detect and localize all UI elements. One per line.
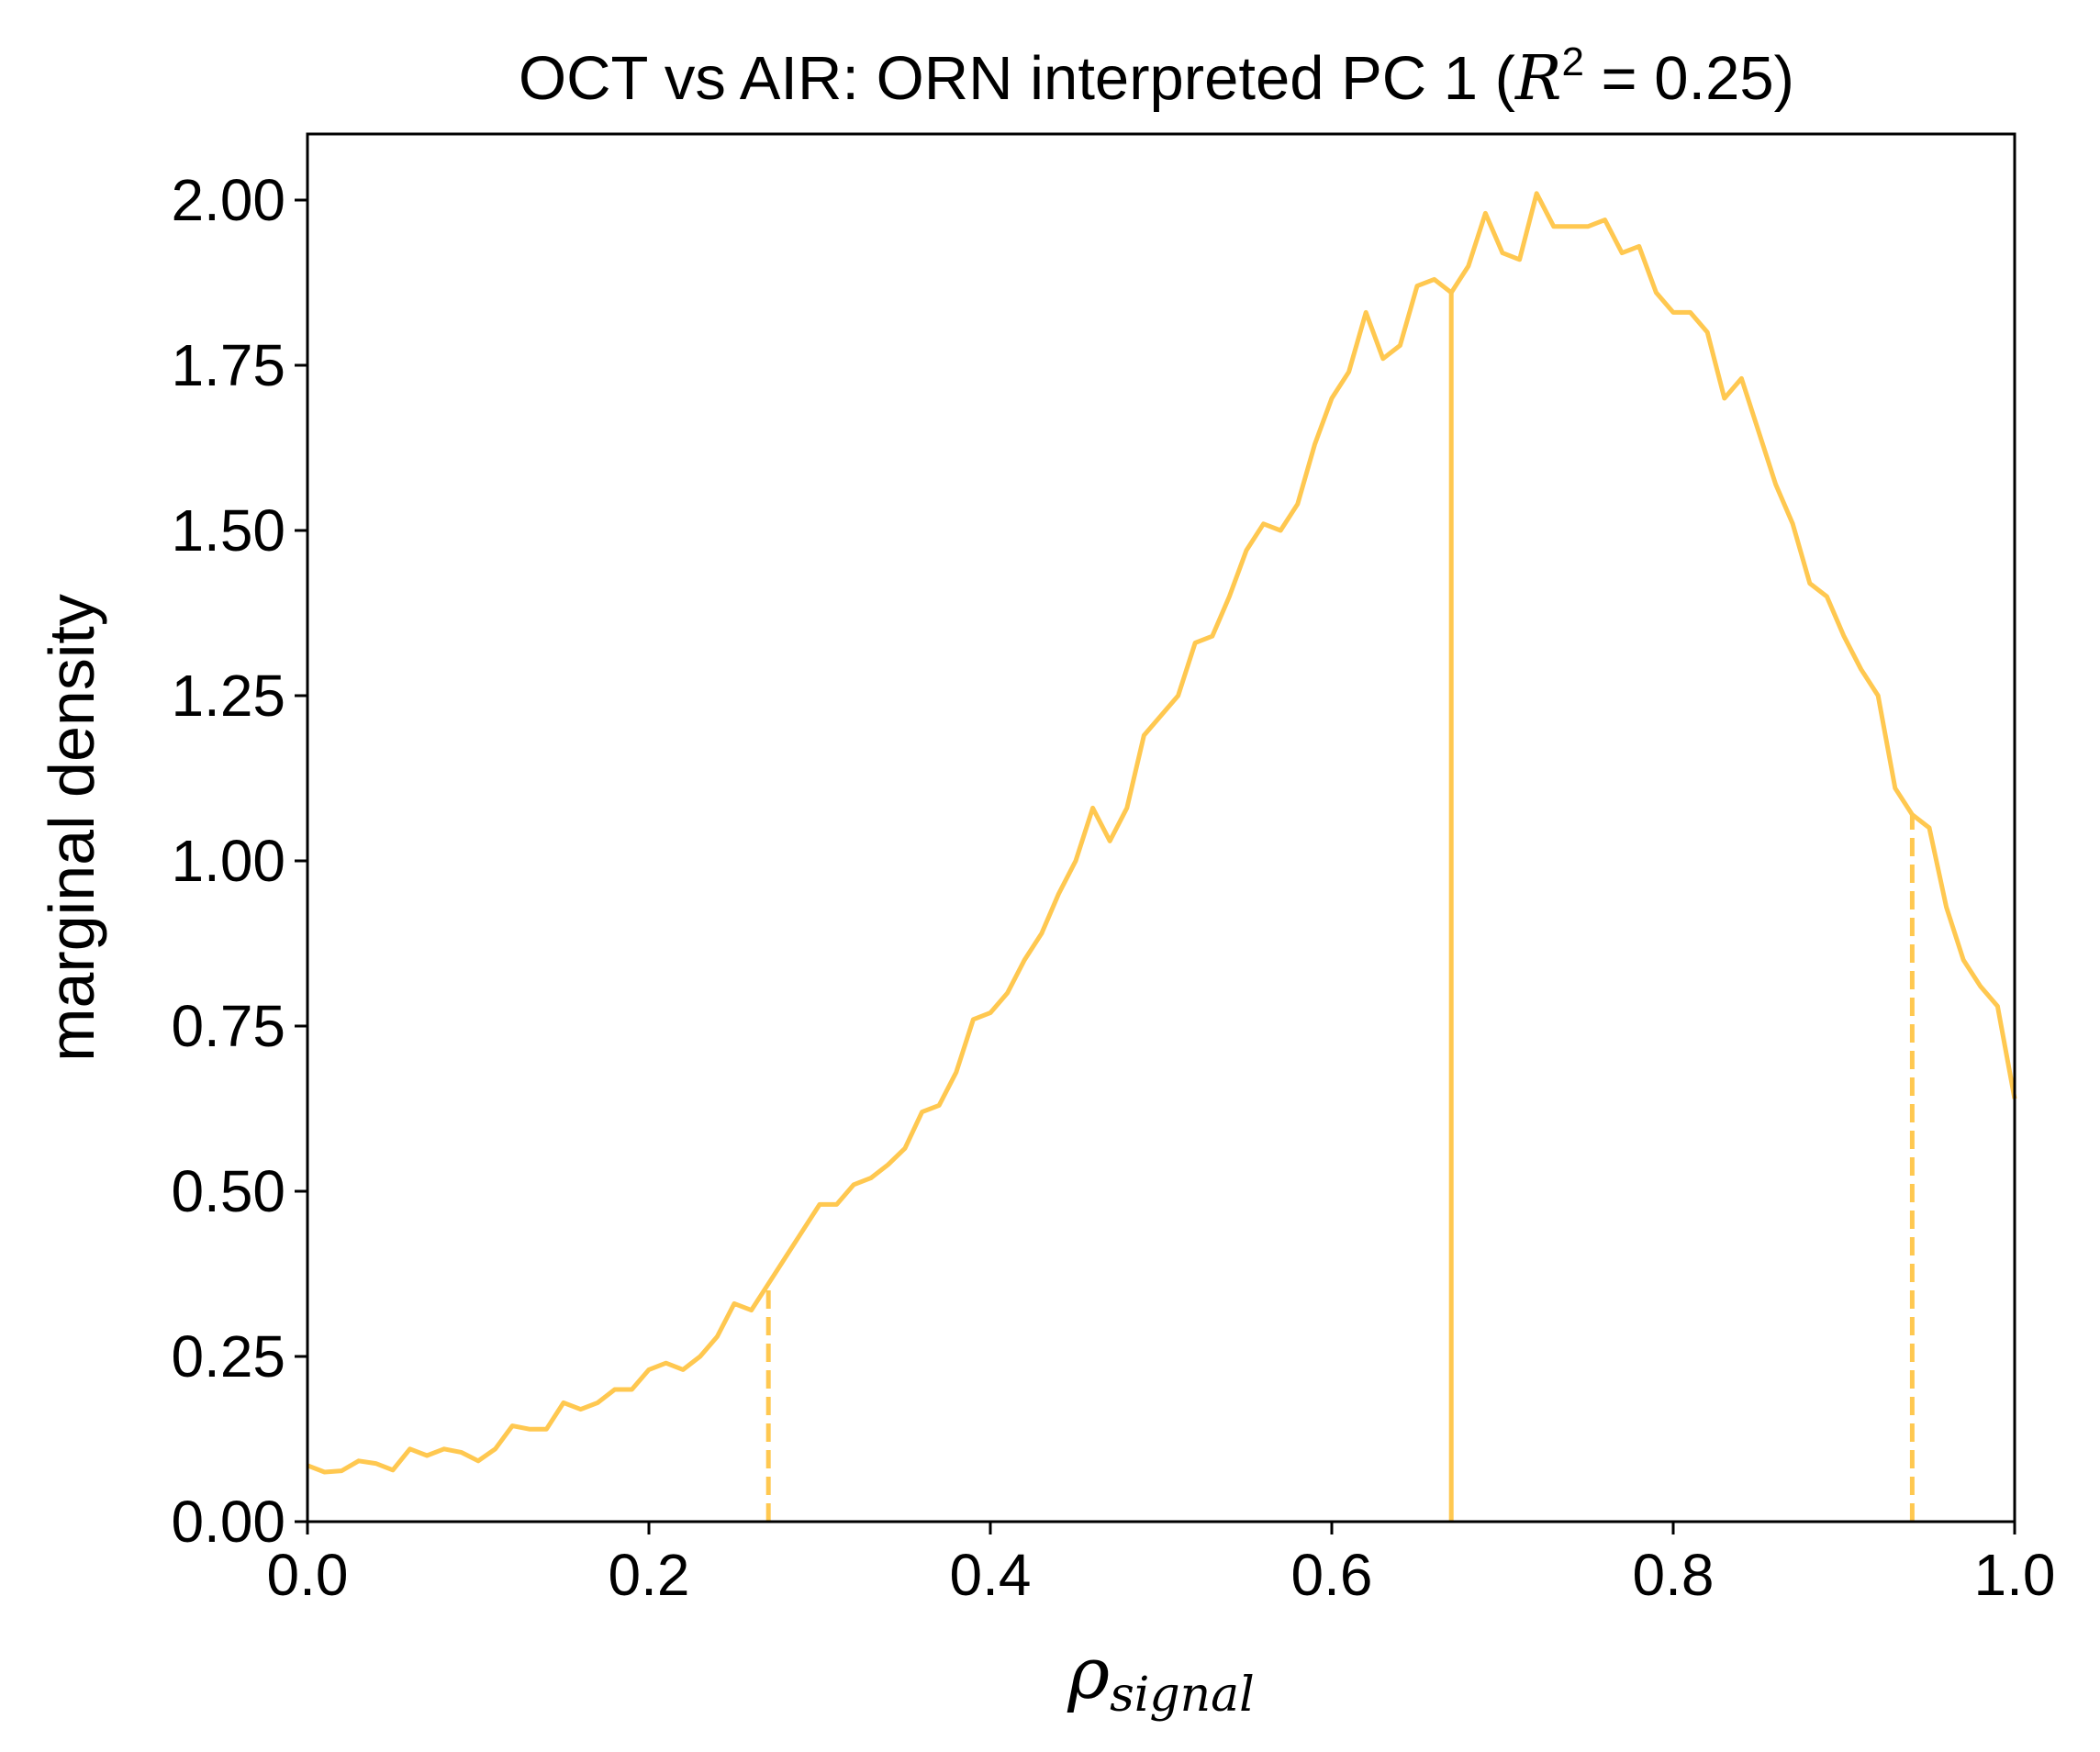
y-axis-label: marginal density bbox=[36, 594, 107, 1062]
y-tick-label: 2.00 bbox=[171, 167, 285, 233]
y-tick-label: 1.50 bbox=[171, 497, 285, 564]
chart-title-r-symbol: R bbox=[1514, 42, 1561, 114]
x-axis-label-symbol: ρ bbox=[1067, 1633, 1110, 1715]
lines-layer bbox=[307, 191, 2017, 1522]
chart-title-r-power: 2 bbox=[1561, 39, 1583, 84]
x-tick-label: 0.2 bbox=[609, 1542, 690, 1608]
x-axis-label-subscript: signal bbox=[1110, 1668, 1255, 1723]
y-tick-label: 0.75 bbox=[171, 993, 285, 1059]
chart-title-prefix: OCT vs AIR: ORN interpreted PC 1 ( bbox=[519, 44, 1515, 113]
y-tick-label: 0.00 bbox=[171, 1489, 285, 1555]
plot-area bbox=[306, 132, 2017, 1523]
y-tick-label: 0.50 bbox=[171, 1158, 285, 1224]
x-axis: 0.0 0.2 0.4 0.6 0.8 1.0 bbox=[267, 1522, 2056, 1608]
x-tick-label: 1.0 bbox=[1974, 1542, 2056, 1608]
x-tick-label: 0.4 bbox=[950, 1542, 1032, 1608]
chart-title-suffix: = 0.25) bbox=[1584, 44, 1794, 113]
y-tick-label: 1.25 bbox=[171, 663, 285, 729]
x-tick-label: 0.6 bbox=[1291, 1542, 1373, 1608]
x-axis-label: ρsignal bbox=[1067, 1633, 1255, 1723]
chart-title: OCT vs AIR: ORN interpreted PC 1 (R2 = 0… bbox=[519, 39, 1794, 114]
plot-frame bbox=[306, 132, 2016, 1523]
y-tick-label: 0.25 bbox=[171, 1323, 285, 1389]
series-line-0 bbox=[307, 191, 2017, 1475]
x-tick-label: 0.0 bbox=[267, 1542, 349, 1608]
y-tick-label: 1.75 bbox=[171, 332, 285, 398]
x-tick-label: 0.8 bbox=[1633, 1542, 1715, 1608]
y-tick-label: 1.00 bbox=[171, 828, 285, 894]
y-axis: 0.00 0.25 0.50 0.75 1.00 1.25 1.50 1.75 2.00 bbox=[171, 167, 307, 1555]
